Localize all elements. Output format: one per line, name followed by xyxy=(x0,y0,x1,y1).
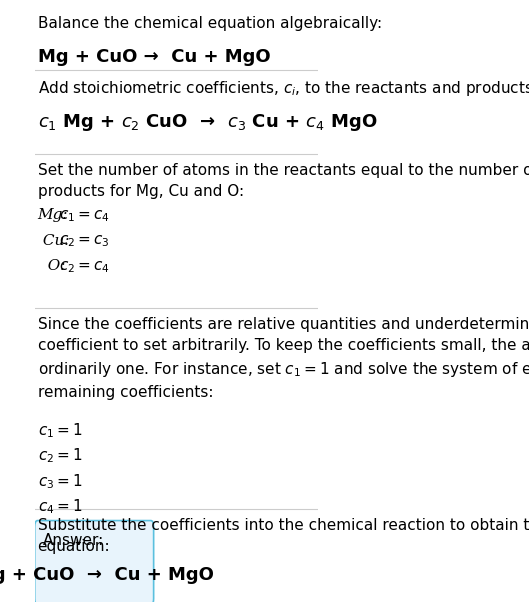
Text: Mg:: Mg: xyxy=(38,209,68,223)
Text: $c_1 = 1$: $c_1 = 1$ xyxy=(38,421,82,440)
Text: Since the coefficients are relative quantities and underdetermined, choose a
coe: Since the coefficients are relative quan… xyxy=(38,317,529,400)
Text: Substitute the coefficients into the chemical reaction to obtain the balanced
eq: Substitute the coefficients into the che… xyxy=(38,517,529,554)
Text: $c_3 = 1$: $c_3 = 1$ xyxy=(38,472,82,491)
Text: Set the number of atoms in the reactants equal to the number of atoms in the
pro: Set the number of atoms in the reactants… xyxy=(38,163,529,200)
Text: $c_2 = c_4$: $c_2 = c_4$ xyxy=(59,259,110,274)
Text: $c_2 = 1$: $c_2 = 1$ xyxy=(38,447,82,466)
Text: Mg + CuO  →  Cu + MgO: Mg + CuO → Cu + MgO xyxy=(0,566,214,584)
Text: $c_1$ Mg + $c_2$ CuO  →  $c_3$ Cu + $c_4$ MgO: $c_1$ Mg + $c_2$ CuO → $c_3$ Cu + $c_4$ … xyxy=(38,112,377,133)
Text: Balance the chemical equation algebraically:: Balance the chemical equation algebraica… xyxy=(38,16,382,31)
Text: $c_2 = c_3$: $c_2 = c_3$ xyxy=(59,234,110,250)
Text: Mg + CuO →  Cu + MgO: Mg + CuO → Cu + MgO xyxy=(38,48,270,66)
Text: Add stoichiometric coefficients, $c_i$, to the reactants and products:: Add stoichiometric coefficients, $c_i$, … xyxy=(38,80,529,98)
Text: Answer:: Answer: xyxy=(43,532,104,548)
Text: $c_4 = 1$: $c_4 = 1$ xyxy=(38,497,82,516)
Text: O:: O: xyxy=(38,259,65,273)
Text: Cu:: Cu: xyxy=(38,234,69,248)
Text: $c_1 = c_4$: $c_1 = c_4$ xyxy=(59,209,110,224)
FancyBboxPatch shape xyxy=(35,520,153,603)
